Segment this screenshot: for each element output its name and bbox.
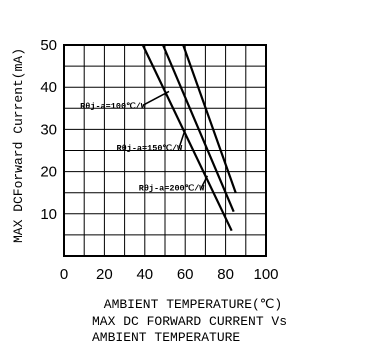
curve-label-1: Rθj-a=100℃/W	[80, 100, 147, 111]
y-tick-label: 20	[40, 164, 57, 181]
x-tick-label: 80	[217, 266, 234, 283]
x-tick-label: 40	[136, 266, 153, 283]
x-tick-label: 20	[96, 266, 113, 283]
x-tick-label: 0	[60, 266, 68, 283]
curve-line-2	[161, 44, 235, 213]
curve-leader-1	[142, 90, 170, 106]
curve-leader-3	[200, 175, 209, 188]
chart-grid	[64, 45, 266, 256]
curve-label-3: Rθj-a=200℃/W	[139, 183, 206, 194]
y-axis-title: MAX DCForward Current(mA)	[11, 48, 26, 243]
x-axis-title: AMBIENT TEMPERATURE(℃)	[104, 297, 282, 312]
caption-line-1: MAX DC FORWARD CURRENT Vs	[92, 314, 287, 329]
tick-labels: 0 20 40 60 80 100 10 20 30 40 50	[40, 37, 278, 283]
curve-label-2: Rθj-a=150℃/W	[117, 143, 184, 154]
plot-frame	[63, 44, 267, 257]
y-tick-label: 30	[40, 121, 57, 138]
curve-annotations: Rθj-a=100℃/W Rθj-a=150℃/W Rθj-a=200℃/W	[80, 90, 209, 194]
x-tick-label: 100	[253, 266, 278, 283]
y-tick-label: 40	[40, 79, 57, 96]
curve-line-3	[141, 44, 233, 232]
x-tick-label: 60	[177, 266, 194, 283]
derating-curves	[141, 44, 237, 232]
y-tick-label: 10	[40, 206, 57, 223]
curve-line-1	[182, 44, 237, 194]
caption-line-2: AMBIENT TEMPERATURE	[92, 330, 240, 345]
curve-leader-2	[178, 129, 186, 148]
y-tick-label: 50	[40, 37, 57, 54]
